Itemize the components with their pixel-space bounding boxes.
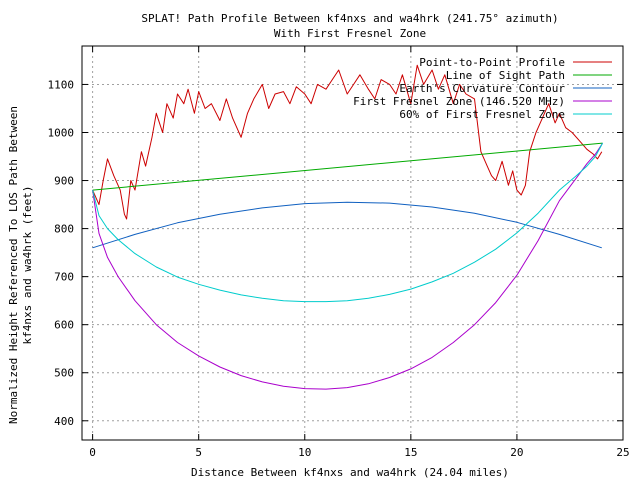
series-line-3 bbox=[92, 142, 604, 390]
x-axis-label: Distance Between kf4nxs and wa4hrk (24.0… bbox=[191, 466, 509, 479]
y-tick-label: 800 bbox=[54, 223, 74, 236]
legend-label-1: Line of Sight Path bbox=[446, 69, 565, 82]
legend-label-4: 60% of First Fresnel Zone bbox=[399, 108, 565, 121]
series-line-2 bbox=[92, 201, 602, 249]
chart-title-line-1: SPLAT! Path Profile Between kf4nxs and w… bbox=[141, 12, 558, 25]
legend-label-3: First Fresnel Zone (146.520 MHz) bbox=[353, 95, 565, 108]
y-tick-label: 600 bbox=[54, 319, 74, 332]
y-tick-label: 700 bbox=[54, 271, 74, 284]
y-tick-label: 400 bbox=[54, 415, 74, 428]
y-axis-label-line-2: kf4nxs and wa4hrk (feet) bbox=[21, 186, 34, 345]
y-tick-label: 900 bbox=[54, 175, 74, 188]
y-axis-label-line-1: Normalized Height Referenced To LOS Path… bbox=[7, 106, 20, 424]
plot-frame bbox=[81, 45, 624, 441]
series-line-1 bbox=[92, 142, 603, 191]
grid-layer bbox=[82, 46, 624, 440]
x-tick-label: 5 bbox=[195, 446, 202, 459]
legend-label-2: Earth's Curvature Contour bbox=[399, 82, 565, 95]
series-line-0 bbox=[92, 64, 603, 220]
x-tick-label: 0 bbox=[89, 446, 96, 459]
series-line-4 bbox=[92, 142, 604, 303]
tick-layer: 0 5 10 15 20 25 400 500 600 700 800 900 1000 1100 bbox=[48, 46, 630, 459]
y-tick-label: 500 bbox=[54, 367, 74, 380]
y-tick-label: 1100 bbox=[48, 78, 75, 91]
x-tick-label: 15 bbox=[404, 446, 417, 459]
y-tick-label: 1000 bbox=[48, 126, 75, 139]
x-tick-label: 25 bbox=[616, 446, 629, 459]
chart-title-line-2: With First Fresnel Zone bbox=[274, 27, 426, 40]
x-tick-label: 20 bbox=[510, 446, 523, 459]
legend-label-0: Point-to-Point Profile bbox=[419, 56, 565, 69]
series-layer bbox=[92, 64, 604, 390]
x-tick-label: 10 bbox=[298, 446, 311, 459]
